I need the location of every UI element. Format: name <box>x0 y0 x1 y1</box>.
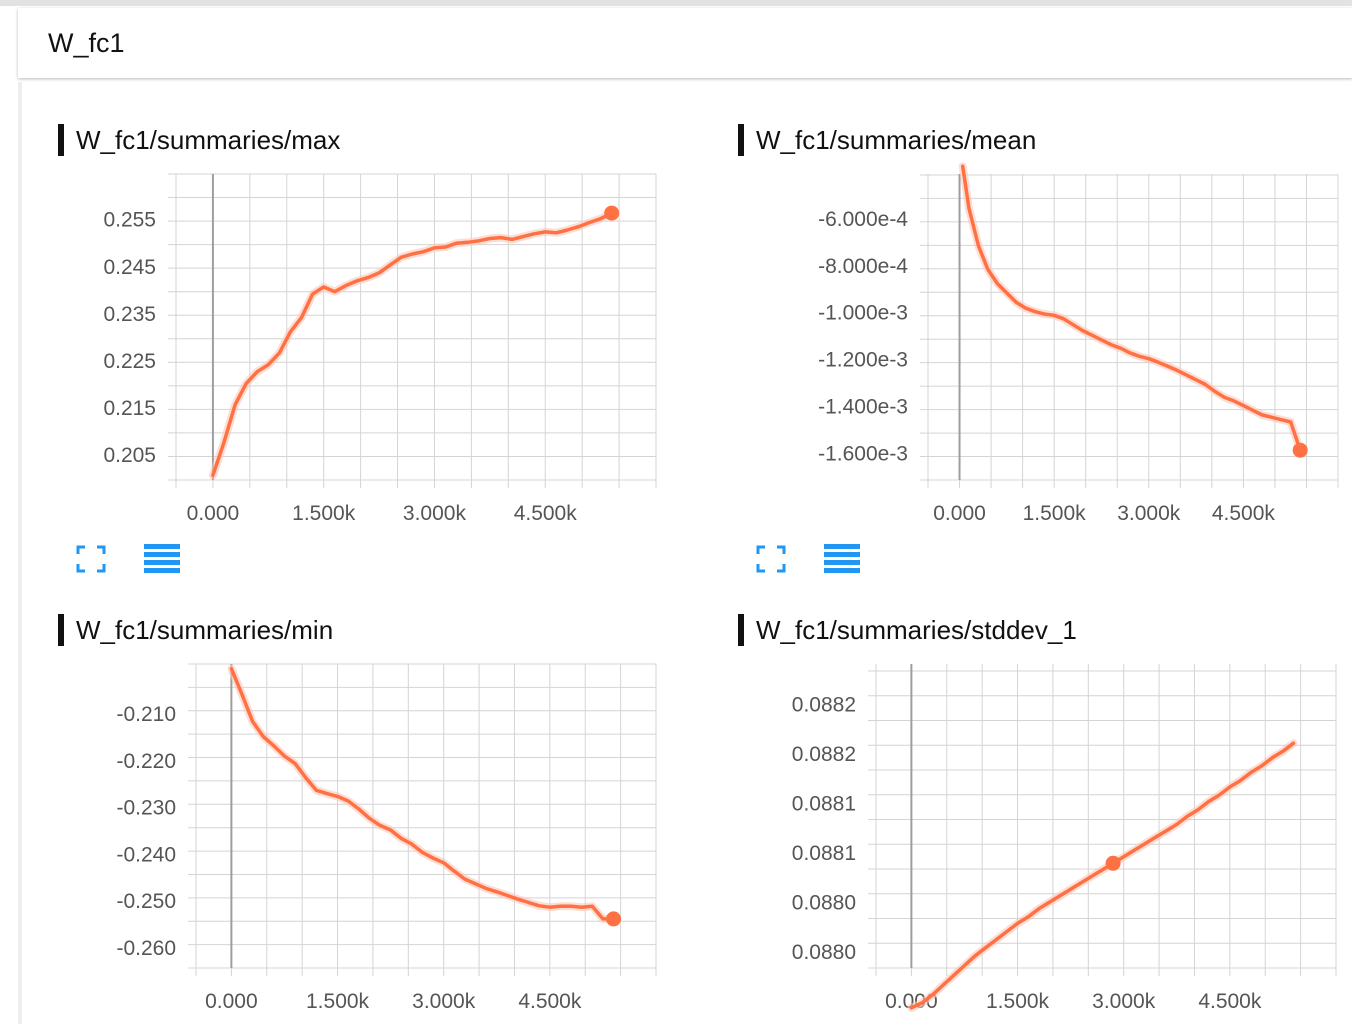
group-header[interactable]: W_fc1 <box>18 8 1352 78</box>
x-tick-label: 4.500k <box>518 990 582 1013</box>
grid <box>920 174 1339 488</box>
list-icon <box>824 544 860 573</box>
chart-card-mean: W_fc1/summaries/mean 0.000 1.500k 3.000k 4.… <box>738 84 1352 544</box>
x-tick-label: 1.500k <box>292 502 356 525</box>
y-tick-label: -0.240 <box>116 843 176 866</box>
grid <box>868 664 1337 976</box>
chart-title: W_fc1/summaries/mean <box>738 124 1036 156</box>
y-tick-label: 0.255 <box>103 209 156 232</box>
y-tick-label: -0.220 <box>116 750 176 773</box>
y-tick-label: 0.235 <box>103 303 156 326</box>
x-tick-label: 3.000k <box>412 990 476 1013</box>
series-line <box>909 741 1296 1010</box>
series-line <box>229 666 616 921</box>
y-tick-label: -1.600e-3 <box>818 443 908 466</box>
y-tick-label: 0.205 <box>103 444 156 467</box>
hover-point <box>606 911 622 927</box>
x-tick-label: 0.000 <box>187 502 240 525</box>
y-tick-label: 0.0881 <box>792 842 856 865</box>
y-tick-label: -1.000e-3 <box>818 302 908 325</box>
y-tick-label: -0.210 <box>116 703 176 726</box>
y-tick-label: 0.0880 <box>792 891 856 914</box>
y-tick-label: 0.215 <box>103 397 156 420</box>
y-tick-label: -1.200e-3 <box>818 349 908 372</box>
y-tick-label: -6.000e-4 <box>818 208 908 231</box>
hover-point <box>604 205 620 221</box>
y-tick-label: 0.0880 <box>792 941 856 964</box>
smoothing-halo <box>227 664 618 923</box>
y-tick-label: -0.230 <box>116 797 176 820</box>
series-line <box>960 164 1302 452</box>
y-tick-label: 0.0882 <box>792 743 856 766</box>
y-tick-label: -1.400e-3 <box>818 396 908 419</box>
line-chart[interactable]: 0.000 1.500k 3.000k 4.500k -6.000e-4 -8.000e-… <box>738 84 1352 544</box>
top-bar <box>0 0 1352 6</box>
fullscreen-button[interactable] <box>754 542 792 576</box>
x-tick-label: 4.500k <box>1198 990 1262 1013</box>
hover-point <box>1292 442 1308 458</box>
x-tick-label: 0.000 <box>885 990 938 1013</box>
fullscreen-icon <box>76 545 106 573</box>
y-tick-label: 0.245 <box>103 256 156 279</box>
y-tick-label: 0.0881 <box>792 792 856 815</box>
list-icon <box>144 544 180 573</box>
series-line <box>211 211 614 478</box>
y-tick-label: -8.000e-4 <box>818 255 908 278</box>
x-tick-label: 0.000 <box>933 502 986 525</box>
grid <box>188 663 657 976</box>
y-tick-label: 0.0882 <box>792 693 856 716</box>
y-tick-label: -0.260 <box>116 937 176 960</box>
x-tick-label: 3.000k <box>1092 990 1156 1013</box>
x-tick-label: 3.000k <box>403 502 467 525</box>
y-tick-label: 0.225 <box>103 350 156 373</box>
fullscreen-icon <box>756 545 786 573</box>
line-chart[interactable]: 0.000 1.500k 3.000k 4.500k -0.210 -0.220 -0.23… <box>58 574 698 1024</box>
x-tick-label: 3.000k <box>1117 502 1181 525</box>
line-chart[interactable]: 0.000 1.500k 3.000k 4.500k 0.0882 0.0882 0.088… <box>738 574 1352 1024</box>
x-tick-label: 1.500k <box>306 990 370 1013</box>
group-title: W_fc1 <box>48 28 125 58</box>
y-tick-label: -0.250 <box>116 890 176 913</box>
fullscreen-button[interactable] <box>74 542 112 576</box>
chart-card-stddev: W_fc1/summaries/stddev_1 0.000 1.500k 3.00… <box>738 574 1352 1034</box>
chart-title: W_fc1/summaries/max <box>58 124 340 156</box>
data-table-button[interactable] <box>142 542 180 576</box>
x-tick-label: 4.500k <box>1212 502 1276 525</box>
chart-title: W_fc1/summaries/min <box>58 614 333 646</box>
hover-point <box>1105 855 1121 871</box>
x-tick-label: 1.500k <box>986 990 1050 1013</box>
charts-container <box>18 82 1352 1024</box>
chart-card-min: W_fc1/summaries/min 0.000 1.500k 3.000k 4.5… <box>58 574 698 1034</box>
x-tick-label: 1.500k <box>1023 502 1087 525</box>
line-chart[interactable]: 0.000 1.500k 3.000k 4.500k 0.205 0.215 0.225 0.… <box>58 84 698 544</box>
data-table-button[interactable] <box>822 542 860 576</box>
chart-card-max: W_fc1/summaries/max 0.000 1.500k 3.000k 4.5… <box>58 84 698 544</box>
x-tick-label: 0.000 <box>205 990 258 1013</box>
chart-title: W_fc1/summaries/stddev_1 <box>738 614 1077 646</box>
x-tick-label: 4.500k <box>514 502 578 525</box>
